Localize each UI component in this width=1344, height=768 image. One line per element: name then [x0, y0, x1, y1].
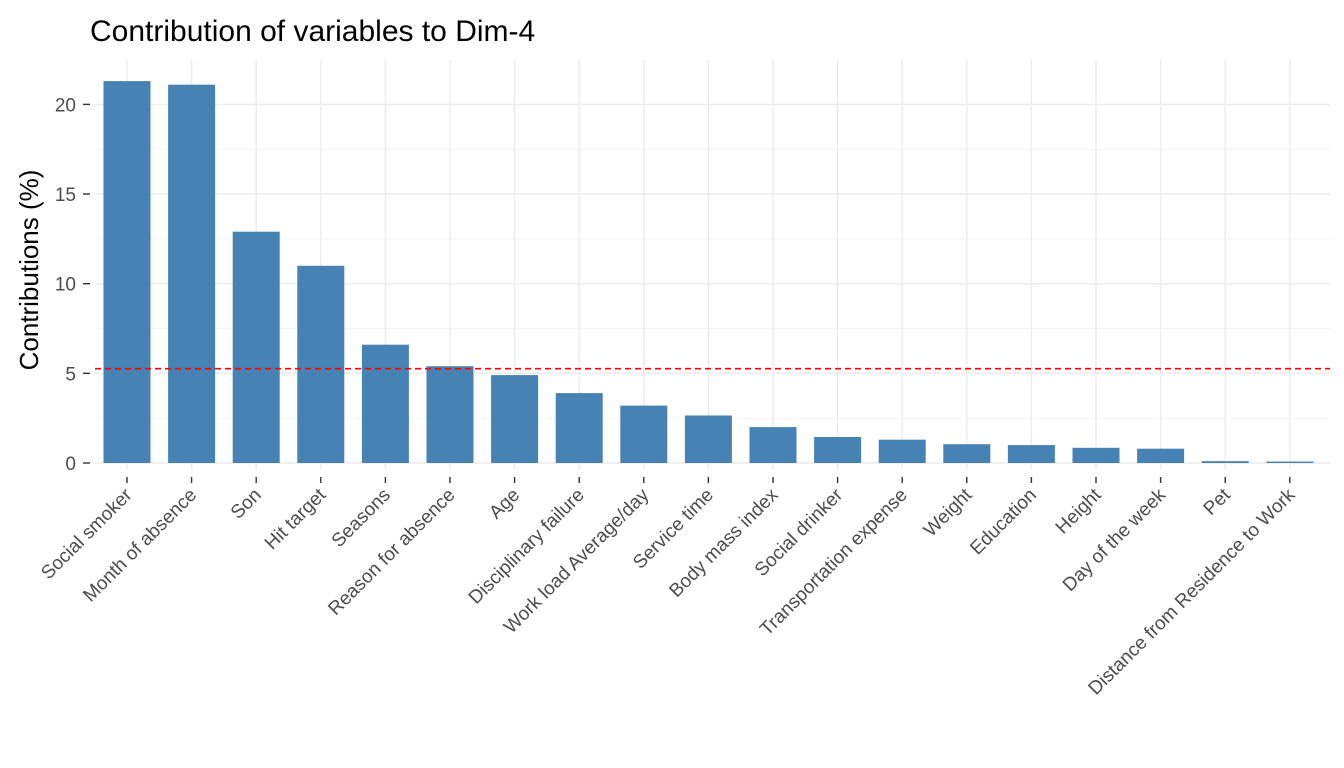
bar: [361, 344, 409, 463]
bar: [555, 393, 603, 463]
bar: [878, 439, 926, 463]
x-tick-label: Age: [485, 485, 524, 524]
bar: [1007, 445, 1055, 463]
x-tick-label: Month of absence: [79, 485, 201, 607]
x-tick-label: Hit target: [261, 484, 331, 554]
x-tick-label: Height: [1052, 484, 1106, 538]
chart-title: Contribution of variables to Dim-4: [90, 15, 535, 48]
x-tick-label: Reason for absence: [324, 485, 459, 620]
bar: [814, 437, 862, 463]
x-tick-label: Son: [227, 485, 266, 524]
y-tick-label: 15: [55, 185, 76, 206]
bar: [684, 415, 732, 463]
bars: [103, 81, 1314, 463]
bar: [232, 231, 280, 463]
bar: [1201, 461, 1249, 463]
bar: [103, 81, 151, 463]
y-axis: 0 5 10 15 20: [55, 95, 90, 475]
grid: [95, 60, 1330, 470]
x-tick-label: Distance from Residence to Work: [1085, 484, 1300, 699]
x-tick-label: Disciplinary failure: [465, 485, 589, 609]
bar: [620, 405, 668, 463]
bar: [426, 366, 474, 463]
x-tick-label: Pet: [1200, 484, 1236, 520]
y-axis-title: Contributions (%): [14, 170, 44, 371]
bar: [943, 444, 991, 463]
bar: [168, 84, 216, 463]
bar: [749, 427, 797, 463]
bar: [1137, 448, 1185, 463]
x-tick-label: Weight: [920, 484, 977, 541]
y-tick-label: 10: [55, 275, 76, 296]
bar: [491, 375, 539, 463]
x-tick-label: Seasons: [328, 485, 395, 552]
x-tick-label: Education: [966, 485, 1041, 560]
bar: [1266, 461, 1314, 463]
y-tick-label: 5: [65, 364, 76, 385]
y-tick-label: 0: [65, 454, 76, 475]
bar: [1072, 447, 1120, 463]
bar: [297, 265, 345, 463]
x-tick-label: Body mass index: [665, 484, 783, 602]
y-tick-label: 20: [55, 95, 76, 116]
